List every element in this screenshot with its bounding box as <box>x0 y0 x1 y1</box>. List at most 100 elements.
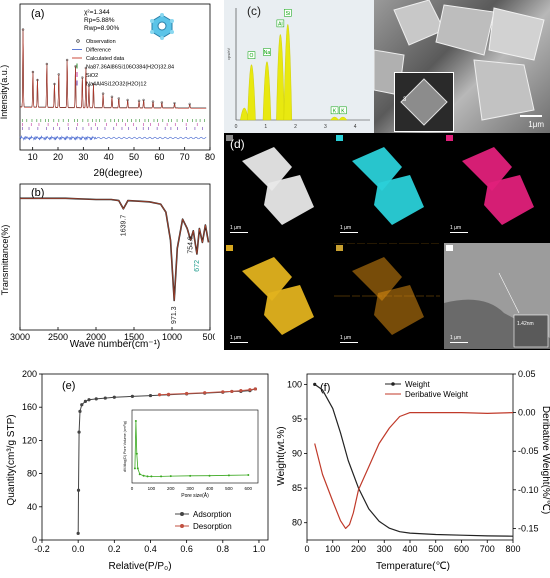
inset-number: 3 <box>403 97 407 103</box>
y-tick-label: 0 <box>32 535 37 545</box>
noise-dot <box>371 243 373 244</box>
noise-dot <box>399 243 401 244</box>
noise-dot <box>334 295 336 297</box>
noise-dot <box>379 243 381 244</box>
eds-peak-label: K <box>333 108 337 114</box>
observation-point <box>65 58 69 62</box>
noise-dot <box>347 243 349 244</box>
observation-point <box>101 92 105 95</box>
inset-point <box>227 474 230 477</box>
channel-badge <box>226 135 233 141</box>
inset-point <box>135 452 138 455</box>
noise-dot <box>362 295 364 297</box>
noise-dot <box>400 295 402 297</box>
map-tile-element-yellow: 1 μm <box>224 243 330 349</box>
noise-dot <box>375 243 377 244</box>
observation-point <box>81 76 84 79</box>
data-point-adsorption <box>103 396 107 400</box>
channel-badge <box>446 135 453 141</box>
noise-dot <box>438 295 440 297</box>
xrd-chart: Intensity(a.u.) 2θ(degree) (a) χ²=1.344R… <box>0 3 215 179</box>
y-tick-label: 85 <box>292 483 302 493</box>
noise-dot <box>353 243 355 244</box>
hrtem-label: 1.42nm <box>517 321 534 327</box>
xlabel-e: Relative(P/P₀) <box>108 561 171 572</box>
data-point-adsorption <box>148 393 153 398</box>
noise-dot <box>416 295 418 297</box>
y2-tick-label: -0.05 <box>518 446 539 456</box>
label-b: (b) <box>31 187 44 199</box>
noise-dot <box>378 295 380 297</box>
inset-tick-label: 0 <box>131 486 134 491</box>
y2-tick-label: -0.15 <box>518 523 539 533</box>
data-point-adsorption <box>76 488 81 492</box>
ylabel-b: Transmittance(%) <box>0 225 10 296</box>
data-point-desorption <box>248 388 252 392</box>
map-tile-element-cyan: 1 μm <box>334 133 440 239</box>
observation-point <box>173 101 176 105</box>
y-tick-label: 80 <box>292 518 302 528</box>
data-point-adsorption <box>83 399 87 403</box>
inset-tick-label: 300 <box>186 486 194 491</box>
noise-dot <box>401 243 403 244</box>
hrtem-line <box>498 272 520 314</box>
noise-dot <box>410 295 412 297</box>
x-tick-label: 1000 <box>162 332 182 342</box>
crystal-shape <box>484 175 534 225</box>
noise-dot <box>418 295 420 297</box>
inset-ylabel: dV/dlog(D) Pore Volume (cm³/g) <box>123 421 127 472</box>
noise-dot <box>342 295 344 297</box>
noise-dot <box>422 295 424 297</box>
noise-dot <box>391 243 393 244</box>
ylabel-f: Weight(wt.%) <box>276 426 287 485</box>
x-tick-label: 500 <box>428 544 443 554</box>
eds-peak <box>262 61 272 121</box>
inset-point <box>134 419 137 422</box>
eds-peak-box <box>263 48 271 56</box>
inset-point <box>142 474 145 477</box>
scale-label: 1 μm <box>340 225 352 231</box>
eds-spectrum: (c) cps/eV 0 1 2 3 4 O Na Al Si K K <box>224 0 374 133</box>
x-tick-label: -0.2 <box>34 544 50 554</box>
x-tick-label: 10 <box>28 152 38 162</box>
peak-annotation: 971.3 <box>171 306 178 324</box>
noise-dot <box>384 295 386 297</box>
data-point-desorption <box>203 391 207 395</box>
legend-entry: Desorption <box>193 522 232 531</box>
scale-bar <box>450 342 468 343</box>
noise-dot <box>393 243 395 244</box>
noise-dot <box>380 295 382 297</box>
ylabel-a: Intensity(a.u.) <box>0 65 9 120</box>
observation-point <box>160 101 164 104</box>
eds-tick-label: 3 <box>324 124 327 130</box>
crystal-shape <box>264 285 314 335</box>
x-tick-label: 0.2 <box>108 544 121 554</box>
noise-dot <box>436 295 438 297</box>
bet-chart: Quantity(cm³/g STP) Relative(P/P₀) (e) -… <box>6 369 269 572</box>
noise-dot <box>359 243 361 244</box>
peak-annotation: 754.9 <box>188 236 195 254</box>
x-tick-label: 500 <box>202 332 215 342</box>
noise-dot <box>357 243 359 244</box>
scale-label: 1 μm <box>450 225 462 231</box>
noise-dot <box>338 295 340 297</box>
noise-dot <box>343 243 345 244</box>
data-point-weight <box>313 382 317 386</box>
data-point-adsorption <box>87 398 91 402</box>
map-tile-element-magenta: 1 μm <box>444 133 550 239</box>
noise-dot <box>421 243 423 244</box>
xlabel-b: Wave number(cm⁻¹) <box>70 339 160 350</box>
noise-dot <box>340 295 342 297</box>
data-point-desorption <box>185 391 189 396</box>
crystal-shape <box>242 147 292 191</box>
observation-point <box>31 70 35 74</box>
noise-dot <box>425 243 427 244</box>
noise-dot <box>367 243 369 244</box>
inset-point <box>138 473 141 476</box>
observation-point <box>142 98 145 102</box>
observation-point <box>45 62 49 66</box>
noise-dot <box>430 295 432 297</box>
channel-badge <box>226 245 233 251</box>
crystal-shape <box>264 175 314 225</box>
fit-stat: χ²=1.344 <box>84 9 110 16</box>
